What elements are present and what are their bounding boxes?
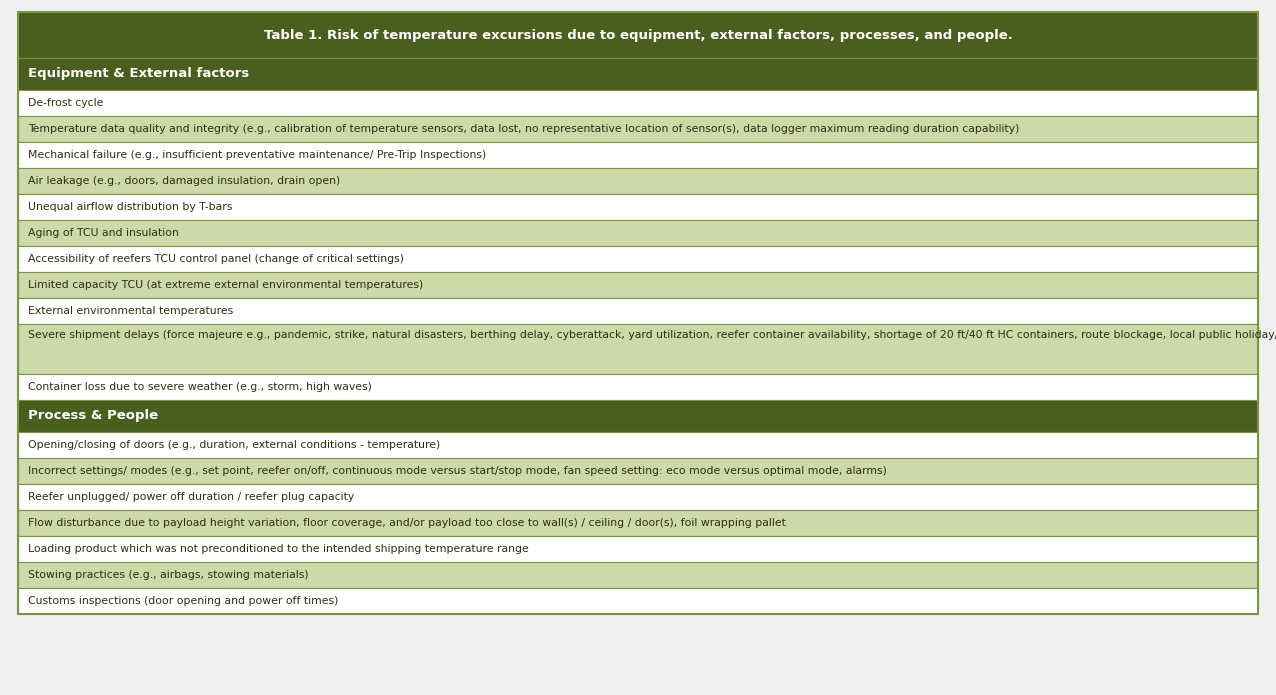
Bar [18, 246, 1258, 272]
Bar [18, 562, 1258, 588]
Bar [18, 298, 1258, 324]
Bar [18, 400, 1258, 432]
Bar [18, 510, 1258, 536]
Bar [18, 374, 1258, 400]
Bar [18, 12, 1258, 614]
Bar [18, 484, 1258, 510]
Bar [18, 58, 1258, 90]
Text: Equipment & External factors: Equipment & External factors [28, 67, 249, 81]
Bar [18, 432, 1258, 458]
Bar [18, 90, 1258, 116]
Text: Aging of TCU and insulation: Aging of TCU and insulation [28, 228, 179, 238]
Bar [18, 324, 1258, 374]
Bar [18, 458, 1258, 484]
Text: Process & People: Process & People [28, 409, 158, 423]
Bar [18, 220, 1258, 246]
Text: De-frost cycle: De-frost cycle [28, 98, 103, 108]
Text: Severe shipment delays (force majeure e.g., pandemic, strike, natural disasters,: Severe shipment delays (force majeure e.… [28, 330, 1276, 340]
Text: Table 1. Risk of temperature excursions due to equipment, external factors, proc: Table 1. Risk of temperature excursions … [264, 28, 1012, 42]
Text: Opening/closing of doors (e.g., duration, external conditions - temperature): Opening/closing of doors (e.g., duration… [28, 440, 440, 450]
Bar [18, 116, 1258, 142]
Bar [18, 142, 1258, 168]
Bar [18, 536, 1258, 562]
Text: Unequal airflow distribution by T-bars: Unequal airflow distribution by T-bars [28, 202, 232, 212]
Text: Incorrect settings/ modes (e.g., set point, reefer on/off, continuous mode versu: Incorrect settings/ modes (e.g., set poi… [28, 466, 887, 476]
Text: Container loss due to severe weather (e.g., storm, high waves): Container loss due to severe weather (e.… [28, 382, 371, 392]
Bar [18, 12, 1258, 58]
Text: Customs inspections (door opening and power off times): Customs inspections (door opening and po… [28, 596, 338, 606]
Text: External environmental temperatures: External environmental temperatures [28, 306, 234, 316]
Text: Air leakage (e.g., doors, damaged insulation, drain open): Air leakage (e.g., doors, damaged insula… [28, 176, 341, 186]
Text: Stowing practices (e.g., airbags, stowing materials): Stowing practices (e.g., airbags, stowin… [28, 570, 309, 580]
Text: Accessibility of reefers TCU control panel (change of critical settings): Accessibility of reefers TCU control pan… [28, 254, 404, 264]
Text: Loading product which was not preconditioned to the intended shipping temperatur: Loading product which was not preconditi… [28, 544, 528, 554]
Text: Mechanical failure (e.g., insufficient preventative maintenance/ Pre-Trip Inspec: Mechanical failure (e.g., insufficient p… [28, 150, 486, 160]
Text: Limited capacity TCU (at extreme external environmental temperatures): Limited capacity TCU (at extreme externa… [28, 280, 424, 290]
Bar [18, 194, 1258, 220]
Bar [18, 272, 1258, 298]
Bar [18, 168, 1258, 194]
Text: Temperature data quality and integrity (e.g., calibration of temperature sensors: Temperature data quality and integrity (… [28, 124, 1020, 134]
Text: Reefer unplugged/ power off duration / reefer plug capacity: Reefer unplugged/ power off duration / r… [28, 492, 355, 502]
Bar [18, 588, 1258, 614]
Text: Flow disturbance due to payload height variation, floor coverage, and/or payload: Flow disturbance due to payload height v… [28, 518, 786, 528]
